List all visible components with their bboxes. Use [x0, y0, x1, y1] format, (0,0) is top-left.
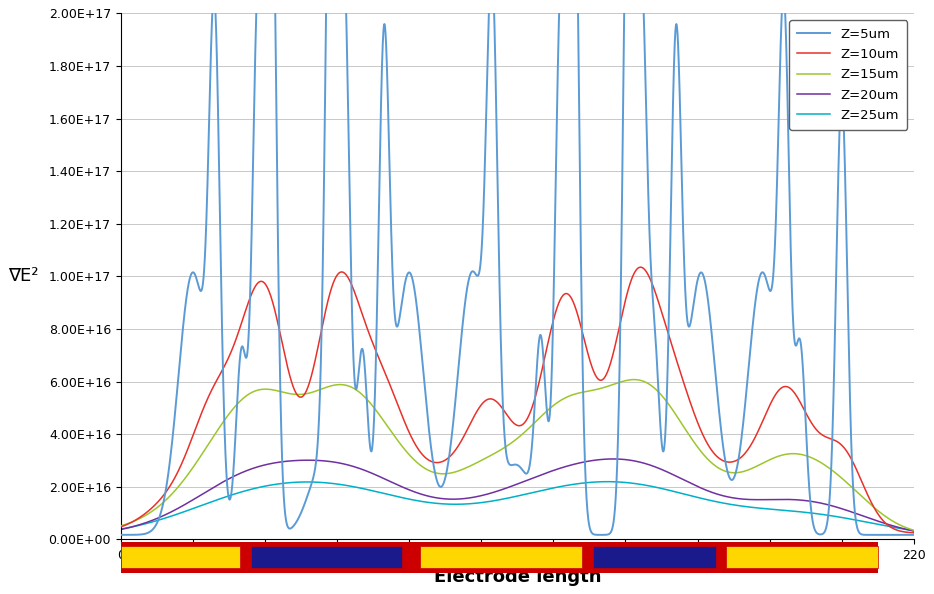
Z=25um: [601, 478, 613, 485]
Z=25um: [866, 520, 877, 527]
Z=20um: [271, 459, 282, 466]
Z=5um: [271, 96, 282, 103]
Z=15um: [119, 521, 130, 528]
Legend: Z=5um, Z=10um, Z=15um, Z=20um, Z=25um: Z=5um, Z=10um, Z=15um, Z=20um, Z=25um: [789, 20, 907, 130]
Bar: [420, 546, 582, 568]
Line: Z=15um: Z=15um: [120, 380, 913, 530]
Z=20um: [908, 527, 919, 535]
Z=10um: [908, 529, 919, 536]
Z=20um: [148, 516, 159, 523]
Z=25um: [163, 514, 174, 521]
X-axis label: Electrode length: Electrode length: [433, 568, 601, 586]
Z=15um: [148, 507, 159, 514]
Z=15um: [908, 527, 919, 534]
Line: Z=5um: Z=5um: [120, 0, 913, 535]
Z=15um: [271, 387, 282, 394]
Z=20um: [866, 516, 877, 523]
Z=15um: [629, 376, 640, 383]
Z=5um: [163, 470, 174, 478]
Y-axis label: ∇E²: ∇E²: [8, 267, 39, 285]
Z=15um: [502, 441, 514, 448]
Bar: [250, 546, 402, 568]
Z=5um: [502, 460, 514, 467]
Bar: [120, 542, 878, 573]
Z=10um: [635, 264, 646, 271]
Z=20um: [115, 526, 126, 533]
Z=15um: [866, 502, 877, 509]
Z=25um: [119, 525, 130, 532]
Z=10um: [271, 312, 282, 320]
Z=10um: [115, 523, 126, 530]
Bar: [727, 546, 878, 568]
Z=5um: [115, 531, 126, 538]
Z=10um: [119, 522, 130, 529]
Z=25um: [115, 526, 126, 533]
Z=5um: [148, 525, 159, 532]
Z=15um: [115, 522, 126, 529]
Line: Z=25um: Z=25um: [120, 482, 913, 530]
Line: Z=10um: Z=10um: [120, 267, 913, 533]
Z=15um: [163, 494, 174, 501]
Bar: [120, 546, 240, 568]
Z=5um: [908, 531, 919, 538]
Z=20um: [502, 484, 514, 491]
Z=10um: [502, 413, 514, 421]
Z=10um: [866, 500, 877, 507]
Z=20um: [163, 510, 174, 517]
Line: Z=20um: Z=20um: [120, 459, 913, 531]
Z=5um: [888, 531, 899, 538]
Bar: [593, 546, 715, 568]
Z=5um: [119, 531, 130, 538]
Z=5um: [866, 531, 877, 538]
Z=10um: [163, 485, 174, 492]
Z=25um: [502, 494, 514, 501]
Z=10um: [148, 503, 159, 510]
Z=25um: [271, 481, 282, 488]
Z=20um: [119, 525, 130, 532]
Z=25um: [908, 527, 919, 534]
Z=20um: [607, 456, 618, 463]
Z=25um: [148, 518, 159, 525]
